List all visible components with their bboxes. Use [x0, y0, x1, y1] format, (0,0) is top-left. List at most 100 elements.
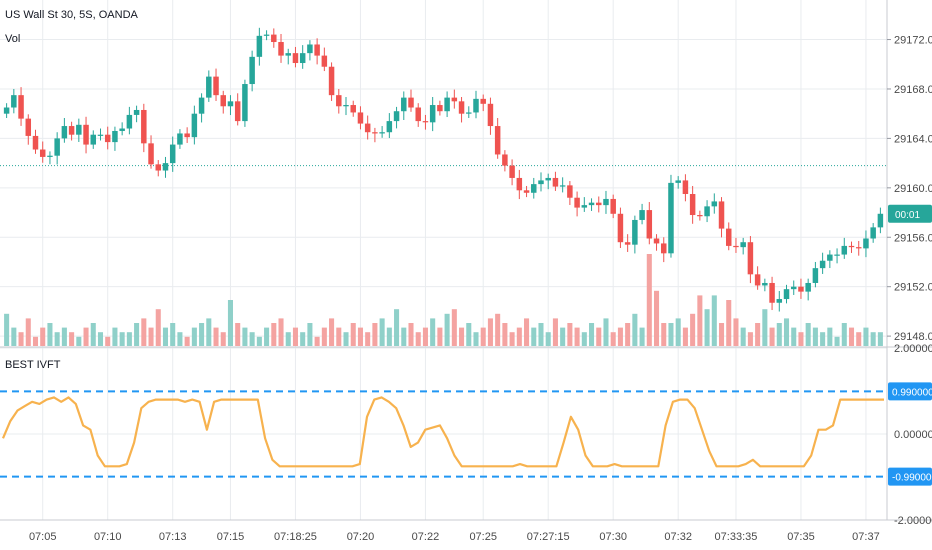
- current-price-badge: [888, 204, 932, 223]
- volume-bar: [574, 327, 580, 346]
- candle-body: [408, 97, 414, 108]
- volume-bar: [459, 327, 465, 346]
- volume-bar: [740, 327, 746, 346]
- candle-body: [18, 95, 24, 119]
- current-price-badge-text: 00:01: [895, 210, 920, 221]
- candle-body: [148, 143, 154, 165]
- volume-bar: [379, 318, 385, 346]
- volume-bar: [625, 323, 631, 346]
- candlestick-series: [3, 27, 884, 312]
- candle-body: [206, 76, 212, 98]
- volume-bar: [357, 327, 363, 346]
- candle-body: [422, 121, 429, 123]
- candle-body: [234, 101, 241, 122]
- volume-bar: [329, 318, 335, 346]
- volume-bar: [480, 327, 486, 346]
- candle-body: [307, 44, 313, 54]
- volume-bar: [805, 323, 811, 346]
- volume-bar: [61, 327, 67, 346]
- candle-body: [401, 97, 407, 112]
- volume-bar: [32, 336, 39, 346]
- candle-body: [415, 107, 421, 122]
- time-tick-label: 07:33:35: [715, 531, 758, 543]
- candle-body: [798, 286, 804, 292]
- candle-body: [437, 105, 443, 112]
- candle-body: [776, 299, 783, 303]
- candle-body: [90, 134, 97, 145]
- volume-bar: [336, 327, 342, 346]
- candle-body: [314, 44, 320, 56]
- candle-body: [263, 34, 270, 36]
- volume-bar: [40, 327, 46, 346]
- time-tick-label: 07:25: [469, 531, 497, 543]
- candle-body: [639, 210, 645, 220]
- volume-bar: [184, 336, 190, 346]
- volume-bar: [372, 323, 378, 346]
- time-axis[interactable]: 07:05 07:10 07:13 07:15 07:18:25 07:20 07:22 07…: [29, 531, 880, 543]
- candle-body: [271, 34, 277, 43]
- price-grid: [0, 0, 887, 520]
- level-badge: [888, 382, 932, 401]
- volume-bar: [661, 323, 667, 346]
- candle-body: [458, 101, 465, 114]
- volume-bar: [538, 323, 544, 346]
- volume-bar: [321, 327, 327, 346]
- candle-body: [834, 254, 840, 256]
- candle-body: [487, 103, 494, 127]
- candle-body: [328, 66, 335, 96]
- volume-bar: [97, 332, 104, 346]
- volume-bar: [278, 318, 284, 346]
- candle-body: [675, 180, 681, 183]
- volume-bar: [242, 327, 248, 346]
- volume-label[interactable]: Vol: [5, 33, 20, 45]
- candle-body: [32, 135, 39, 150]
- candle-body: [76, 124, 82, 135]
- candle-body: [473, 98, 479, 113]
- candle-body: [54, 138, 60, 156]
- candle-body: [827, 254, 833, 261]
- volume-bar: [69, 332, 75, 346]
- volume-bar: [755, 323, 761, 346]
- candle-body: [697, 215, 703, 217]
- candle-body: [841, 245, 848, 255]
- candle-body: [393, 111, 400, 122]
- candle-body: [740, 242, 746, 248]
- volume-bar: [776, 323, 782, 346]
- candle-body: [39, 149, 46, 157]
- candle-body: [567, 185, 573, 198]
- candle-body: [386, 121, 393, 133]
- candle-body: [870, 227, 876, 239]
- candle-body: [227, 101, 234, 107]
- candle-body: [336, 95, 342, 107]
- symbol-title[interactable]: US Wall St 30, 5S, OANDA: [5, 9, 139, 21]
- candle-body: [249, 56, 255, 85]
- volume-bar: [314, 336, 320, 346]
- price-axis[interactable]: 29172.0 29168.0 29164.0 29160.0 29156.0 29152…: [887, 35, 932, 344]
- volume-bar: [401, 327, 407, 346]
- indicator-line: [1, 396, 884, 468]
- candle-body: [819, 260, 826, 269]
- volume-bar: [646, 254, 652, 346]
- volume-bar: [25, 318, 31, 346]
- candle-body: [574, 197, 580, 208]
- candle-body: [624, 242, 631, 245]
- time-tick-label: 07:32: [664, 531, 692, 543]
- indicator-title[interactable]: BEST IVFT: [5, 359, 61, 371]
- volume-bar: [718, 323, 725, 346]
- candle-body: [538, 180, 544, 185]
- volume-bar: [177, 332, 183, 346]
- volume-bar: [249, 332, 255, 346]
- volume-bar: [466, 323, 472, 346]
- candle-body: [184, 133, 190, 138]
- volume-bar: [430, 318, 436, 346]
- candle-body: [256, 35, 263, 57]
- volume-bar: [444, 313, 450, 346]
- level-badge-text: 0.990000: [892, 387, 932, 398]
- volume-bar: [531, 327, 537, 346]
- candle-body: [213, 76, 219, 96]
- volume-bar: [119, 332, 125, 346]
